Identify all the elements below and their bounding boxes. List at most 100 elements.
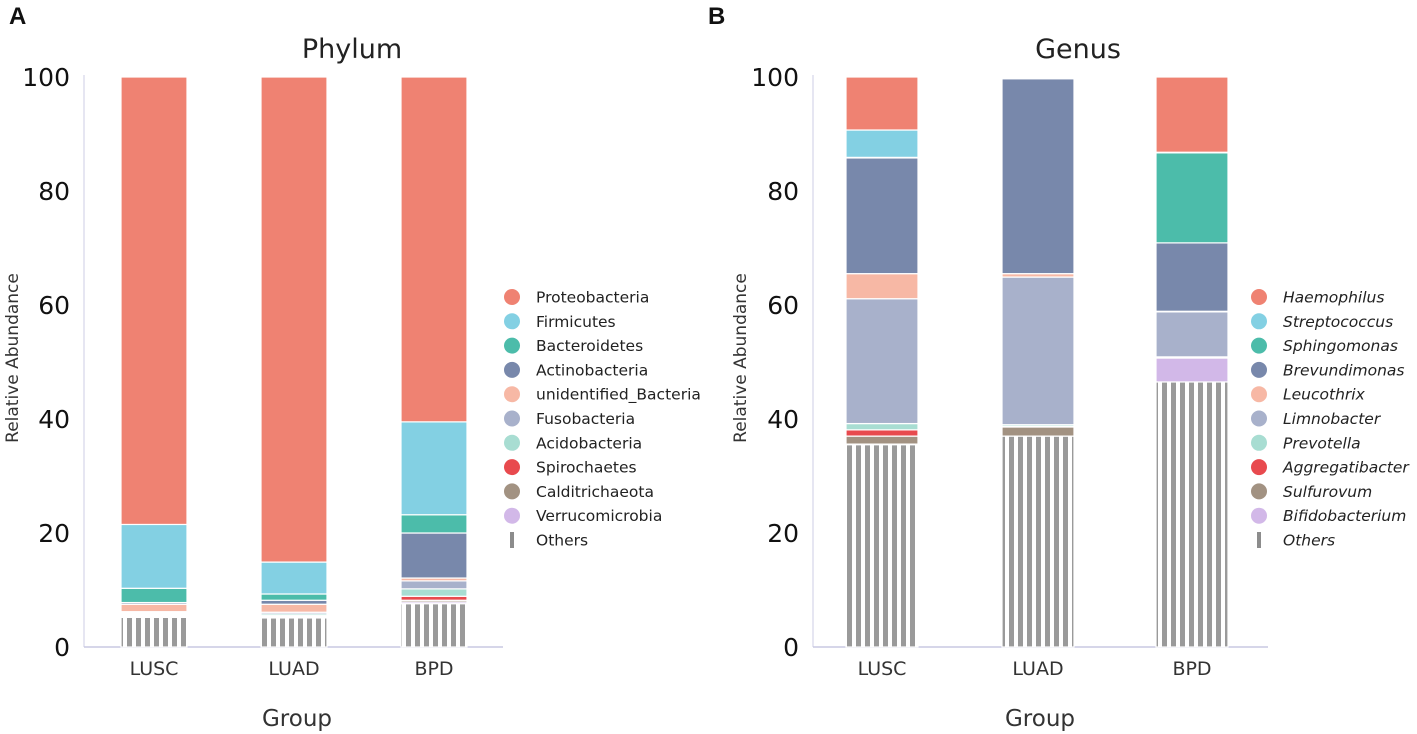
- legend-marker-unidentified-bacteria: [504, 386, 520, 403]
- legend-label: Leucothrix: [1283, 386, 1366, 404]
- legend-marker-acidobacteria: [504, 434, 520, 451]
- legend-label: Acidobacteria: [536, 434, 642, 452]
- legend-item-unidentified-bacteria: unidentified_Bacteria: [504, 386, 701, 405]
- bar-segment-others: [400, 603, 468, 648]
- legend-label: Actinobacteria: [536, 361, 648, 379]
- chart-title: Phylum: [302, 34, 402, 65]
- legend-item-streptococcus: Streptococcus: [1251, 313, 1393, 331]
- legend-item-bacteroidetes: Bacteroidetes: [504, 337, 643, 355]
- legend: Haemophilus Streptococcus Sphingomonas Brev…: [1251, 289, 1410, 550]
- legend-label: Limnobacter: [1283, 410, 1382, 428]
- bar-stack-luad: [260, 76, 328, 648]
- legend-item-others: Others: [1257, 532, 1335, 550]
- legend-marker-streptococcus: [1251, 313, 1267, 330]
- x-tick-label: BPD: [414, 658, 453, 680]
- bar-segment-haemophilus: [1001, 76, 1075, 79]
- legend-marker-bacteroidetes: [504, 337, 520, 354]
- panel-letter: A: [9, 3, 26, 30]
- legend-marker-aggregatibacter: [1251, 459, 1267, 476]
- legend-label: Spirochaetes: [536, 459, 637, 477]
- y-tick-label: 20: [38, 519, 70, 548]
- legend-marker-leucothrix: [1251, 386, 1267, 403]
- legend-label: Haemophilus: [1283, 289, 1384, 307]
- bar-segment-limnobacter: [1155, 311, 1229, 358]
- y-tick-label: 80: [767, 177, 799, 206]
- legend-label: Brevundimonas: [1283, 361, 1405, 379]
- x-tick-label: LUAD: [268, 658, 319, 680]
- bar-segment-sphingomonas: [1155, 152, 1229, 244]
- x-tick-label: LUSC: [130, 658, 179, 680]
- legend-marker-verrucomicrobia: [504, 507, 520, 524]
- bar-segment-others: [1001, 435, 1075, 648]
- bar-segment-others: [260, 617, 328, 648]
- bar-segment-bifidobacterium: [1155, 357, 1229, 383]
- legend-label: Others: [536, 532, 588, 550]
- bar-segment-prevotella: [845, 422, 919, 431]
- legend-label: unidentified_Bacteria: [536, 386, 701, 405]
- y-axis-label: Relative Abundance: [3, 273, 23, 443]
- bar-segment-limnobacter: [1001, 276, 1075, 426]
- bar-segment-haemophilus: [845, 76, 919, 131]
- legend-label: Sphingomonas: [1283, 337, 1398, 355]
- legend-marker-proteobacteria: [504, 289, 520, 305]
- legend-label: Prevotella: [1283, 434, 1361, 452]
- legend-label: Bifidobacterium: [1283, 507, 1406, 525]
- x-axis-label: Group: [262, 706, 332, 732]
- bar-stack-lusc: [845, 76, 919, 648]
- legend-item-bifidobacterium: Bifidobacterium: [1251, 507, 1406, 525]
- legend-item-acidobacteria: Acidobacteria: [504, 434, 642, 452]
- legend-label: Verrucomicrobia: [536, 507, 662, 525]
- y-tick-label: 0: [783, 633, 799, 662]
- legend-marker-others: [1257, 532, 1261, 548]
- legend-label: Streptococcus: [1283, 313, 1393, 331]
- legend-item-sulfurovum: Sulfurovum: [1251, 483, 1372, 501]
- chart-title: Genus: [1035, 34, 1121, 65]
- bar-segment-sulfurovum: [845, 435, 919, 445]
- legend-item-prevotella: Prevotella: [1251, 434, 1361, 452]
- bar-segment-firmicutes: [260, 561, 328, 595]
- bar-segment-sulfurovum: [1001, 426, 1075, 437]
- bar-segment-others: [1155, 381, 1229, 648]
- legend-item-calditrichaeota: Calditrichaeota: [504, 483, 654, 501]
- legend-item-brevundimonas: Brevundimonas: [1251, 361, 1405, 379]
- bar-stack-bpd: [400, 76, 468, 648]
- bar-segment-bacteroidetes: [260, 593, 328, 601]
- legend-item-leucothrix: Leucothrix: [1251, 386, 1366, 404]
- legend-label: Proteobacteria: [536, 289, 649, 307]
- bar-stack-luad: [1001, 76, 1075, 648]
- legend-label: Firmicutes: [536, 313, 616, 331]
- legend-marker-calditrichaeota: [504, 483, 520, 500]
- y-axis-label: Relative Abundance: [731, 273, 751, 443]
- legend-label: Bacteroidetes: [536, 337, 643, 355]
- bar-segment-actinobacteria: [400, 532, 468, 579]
- legend-item-verrucomicrobia: Verrucomicrobia: [504, 507, 662, 525]
- bar-segment-firmicutes: [400, 421, 468, 516]
- bar-segment-unidentified-bacteria: [260, 603, 328, 613]
- bar-segment-proteobacteria: [260, 76, 328, 563]
- legend-label: Fusobacteria: [536, 410, 635, 428]
- bar-segment-haemophilus: [1155, 76, 1229, 153]
- bar-segment-unidentified-bacteria: [120, 603, 188, 613]
- bar-segment-brevundimonas: [1001, 78, 1075, 275]
- x-tick-label: BPD: [1172, 658, 1211, 680]
- legend-marker-prevotella: [1251, 434, 1267, 451]
- legend-label: Others: [1283, 532, 1335, 550]
- y-tick-label: 100: [22, 63, 70, 92]
- legend-marker-spirochaetes: [504, 459, 520, 476]
- bar-segment-limnobacter: [845, 298, 919, 425]
- bar-stack-lusc: [120, 76, 188, 648]
- x-tick-label: LUAD: [1012, 658, 1063, 680]
- legend: Proteobacteria Firmicutes Bacteroidetes Act…: [504, 289, 701, 550]
- y-tick-label: 40: [767, 405, 799, 434]
- legend-marker-firmicutes: [504, 313, 520, 330]
- legend-item-fusobacteria: Fusobacteria: [504, 410, 635, 428]
- bar-segment-aggregatibacter: [845, 429, 919, 437]
- legend-marker-actinobacteria: [504, 361, 520, 378]
- panel-genus: B Genus 0 20 40 60 80 100 Relative Abundance Grou…: [708, 3, 1410, 732]
- legend-item-proteobacteria: Proteobacteria: [504, 289, 649, 307]
- bar-segment-bacteroidetes: [120, 587, 188, 604]
- bar-segment-bacteroidetes: [400, 514, 468, 534]
- y-tick-label: 100: [751, 63, 799, 92]
- x-tick-label: LUSC: [858, 658, 907, 680]
- bar-segment-firmicutes: [120, 523, 188, 589]
